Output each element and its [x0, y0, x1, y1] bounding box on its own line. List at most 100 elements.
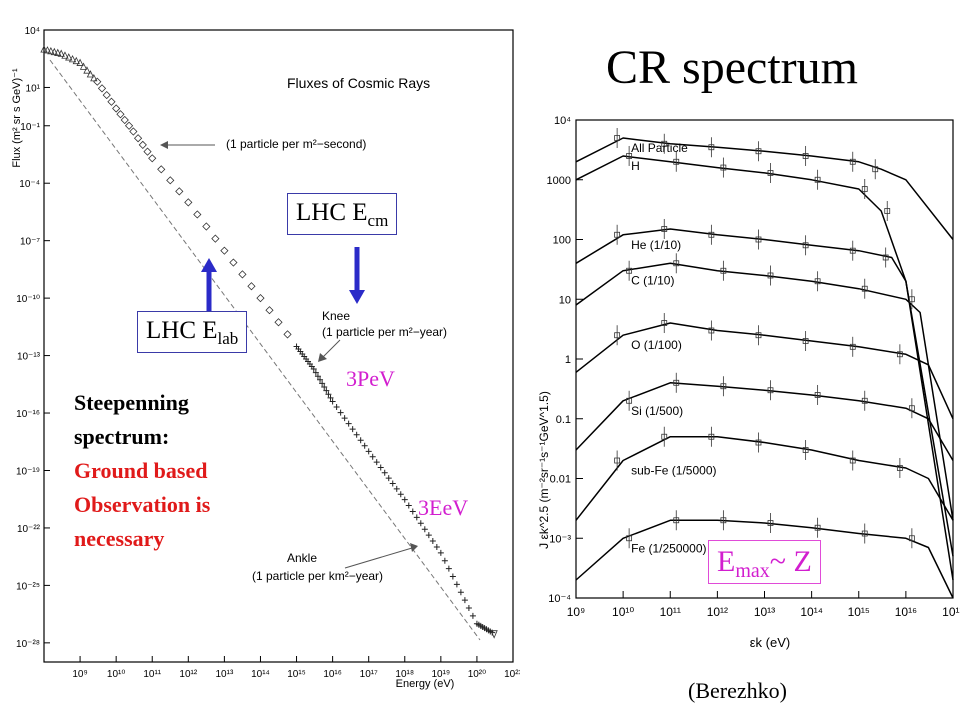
left-data-point [265, 306, 274, 315]
left-data-point [365, 448, 372, 455]
right-x-tick-label: 10¹⁴ [800, 605, 823, 619]
right-series-label: sub-Fe (1/5000) [631, 464, 716, 478]
left-data-point [65, 53, 73, 61]
left-x-tick-label: 10¹⁶ [323, 669, 342, 680]
right-y-tick-label: 0.01 [550, 474, 571, 486]
left-y-tick-label: 10¹ [26, 83, 41, 94]
left-data-points [40, 45, 498, 639]
left-data-point [116, 110, 125, 119]
right-x-tick-label: 10¹² [707, 605, 728, 619]
left-data-point [112, 104, 121, 113]
right-x-tick-label: 10¹¹ [660, 605, 681, 619]
left-data-point [157, 165, 166, 174]
left-data-point [317, 376, 324, 383]
right-x-tick-label: 10¹⁰ [612, 605, 634, 619]
left-data-point [247, 282, 256, 291]
left-data-point [83, 66, 91, 74]
left-data-point [433, 543, 440, 550]
left-data-point [327, 394, 334, 401]
left-data-point [345, 420, 352, 427]
left-x-tick-label: 10¹¹ [143, 669, 161, 680]
left-data-point [43, 46, 52, 54]
left-fit-line [49, 59, 481, 641]
left-data-point [68, 54, 77, 63]
arrow-down-head [349, 290, 365, 304]
left-data-point [323, 387, 330, 394]
left-data-point [401, 496, 408, 503]
note-line-2: spectrum: [74, 424, 170, 449]
left-y-tick-label: 10⁻¹⁰ [16, 294, 40, 305]
left-y-tick-label: 10⁴ [25, 26, 40, 37]
annotation-knee: Knee [322, 309, 350, 323]
right-curves [575, 137, 954, 599]
left-data-point [465, 604, 472, 611]
left-data-point [369, 453, 376, 460]
label-3pev: 3PeV [346, 366, 395, 391]
left-data-point [373, 459, 380, 466]
left-x-tick-label: 10¹⁴ [251, 669, 270, 680]
left-data-point [314, 373, 321, 380]
note-line-3: Ground based [74, 458, 208, 483]
right-y-tick-label: 10⁻⁴ [548, 593, 571, 605]
right-x-tick-label: 10¹⁷ [942, 605, 960, 619]
arrow-up-head [201, 258, 217, 272]
emax-rest: ~ Z [769, 545, 812, 578]
lhc-ecm-text: LHC E [296, 199, 368, 226]
left-data-point [184, 198, 193, 207]
left-y-tick-label: 10⁻²² [17, 524, 41, 535]
emax-text: E [717, 545, 736, 578]
credit-berezhko: (Berezhko) [688, 678, 787, 703]
emax-box: Emax~ Z [708, 540, 821, 584]
left-data-point [193, 210, 202, 219]
right-series-label: Si (1/500) [631, 404, 683, 418]
left-x-tick-label: 10⁹ [72, 669, 87, 680]
right-data-points [614, 127, 915, 549]
right-series-label: Fe (1/250000) [631, 541, 706, 555]
right-y-tick-label: 10⁴ [554, 115, 571, 127]
right-x-tick-label: 10⁹ [567, 605, 586, 619]
left-data-point [283, 330, 292, 339]
annotation-arrow-ankle [344, 547, 413, 569]
left-data-point [86, 70, 95, 78]
left-data-point [337, 409, 344, 416]
left-data-point [79, 62, 88, 70]
right-series-curve [575, 262, 954, 521]
left-data-point [129, 127, 138, 136]
right-y-tick-label: 10⁻³ [549, 533, 571, 545]
left-chart: 10⁴ 10¹ 10⁻¹ 10⁻⁴ 10⁻⁷ 10⁻¹⁰ 10⁻¹³ 10⁻¹⁶ 10⁻¹⁹ 10… [11, 26, 520, 690]
left-data-point [47, 46, 55, 55]
left-data-point [449, 573, 456, 580]
annotation-arrowhead [318, 353, 327, 362]
left-data-point [50, 47, 58, 56]
left-y-tick-label: 10⁻²⁵ [16, 581, 40, 592]
left-data-point [76, 58, 84, 66]
annotation-ankle-detail: (1 particle per km²−year) [252, 569, 383, 583]
left-y-tick-label: 10⁻⁷ [20, 237, 40, 248]
left-data-point [361, 442, 368, 449]
left-data-point [333, 404, 340, 411]
left-data-point [312, 369, 319, 376]
left-data-point [321, 384, 328, 391]
left-data-point [397, 491, 404, 498]
left-data-point [166, 176, 175, 185]
right-y-tick-label: 0.1 [556, 414, 571, 426]
right-series-labels: All Particle H He (1/10) C (1/10) O (1/100) S… [631, 141, 716, 555]
left-data-point [57, 49, 65, 57]
slide-title: CR spectrum [606, 41, 858, 94]
left-data-point [461, 597, 468, 604]
left-data-point [93, 77, 102, 86]
left-data-point [61, 51, 69, 59]
left-x-tick-label: 10¹⁵ [287, 669, 306, 680]
left-data-point [274, 318, 283, 327]
right-x-axis-label: εk (eV) [750, 635, 790, 650]
left-data-point [238, 270, 247, 279]
left-x-tick-label: 10²⁰ [468, 669, 486, 680]
left-y-tick-label: 10⁻¹⁶ [16, 409, 40, 420]
lhc-ecm-sub: cm [367, 211, 389, 230]
left-x-tick-label: 10¹³ [215, 669, 233, 680]
left-data-point [469, 612, 476, 619]
right-chart: 10⁴ 1000 100 10 1 0.1 0.01 10⁻³ 10⁻⁴ 10⁹ 10¹⁰ 10¹¹… [537, 115, 960, 650]
left-x-tick-label: 10¹⁰ [107, 669, 125, 680]
right-series-curve [575, 155, 954, 581]
